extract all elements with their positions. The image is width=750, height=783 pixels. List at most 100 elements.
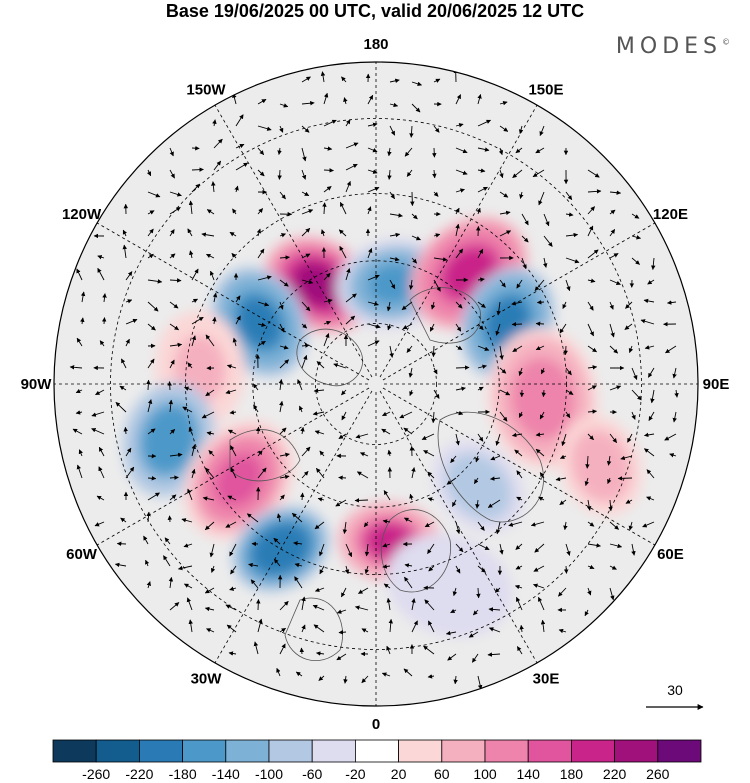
wind-vector — [488, 627, 501, 633]
wind-vector — [358, 587, 369, 594]
wind-vector — [627, 433, 633, 443]
wind-vector — [279, 359, 289, 369]
wind-vector — [94, 521, 105, 527]
wind-vector — [279, 301, 284, 310]
wind-vector — [565, 257, 580, 264]
wind-vector — [609, 229, 616, 237]
wind-vector — [367, 206, 372, 215]
anomaly-contour — [368, 263, 420, 304]
wind-vector — [230, 565, 237, 575]
wind-vector — [455, 188, 465, 193]
wind-vector — [147, 399, 153, 413]
wind-vector — [336, 609, 347, 614]
wind-vector — [586, 499, 592, 511]
wind-vector — [186, 597, 193, 611]
wind-vector — [248, 562, 259, 568]
wind-vector — [257, 467, 267, 479]
wind-vector — [122, 229, 127, 237]
wind-vector — [607, 477, 612, 484]
wind-vector — [191, 268, 199, 281]
wind-vector — [335, 499, 347, 507]
wind-vector — [367, 274, 380, 281]
wind-vector — [209, 270, 215, 281]
wind-vectors — [69, 68, 679, 690]
wind-vector — [211, 181, 216, 193]
wind-vector — [257, 98, 267, 105]
wind-vector — [427, 674, 435, 679]
colorbar-label: -60 — [302, 766, 322, 782]
positive-anomaly-center — [559, 415, 643, 517]
wind-vector — [206, 628, 215, 633]
wind-vector — [403, 427, 413, 435]
arctic-coast — [409, 287, 482, 344]
wind-vector — [147, 301, 159, 312]
wind-vector — [316, 467, 325, 479]
colorbar-label: -140 — [212, 766, 240, 782]
wind-vector — [409, 125, 414, 138]
wind-vector — [411, 81, 423, 86]
wind-vector — [147, 228, 154, 237]
wind-vector — [169, 342, 183, 348]
map-boundary — [53, 61, 699, 707]
wind-vector — [342, 521, 348, 534]
longitude-label: 150W — [186, 82, 226, 99]
wind-vector — [367, 323, 381, 329]
meridian-line — [379, 104, 538, 378]
wind-vector — [97, 267, 105, 281]
wind-vector — [403, 517, 413, 523]
wind-vector — [409, 389, 414, 397]
wind-vector — [609, 323, 615, 338]
colorbar-swatch — [614, 739, 659, 763]
wind-vector — [367, 340, 380, 347]
wind-vector — [99, 340, 105, 347]
siberia-coast — [437, 411, 544, 523]
wind-vector — [169, 452, 183, 458]
wind-vector — [235, 315, 241, 325]
wind-vector — [257, 322, 267, 327]
meridian-line — [214, 390, 373, 664]
wind-vector — [96, 495, 105, 501]
anomaly-contour — [148, 414, 189, 465]
wind-vector — [191, 335, 197, 347]
wind-vector — [313, 388, 325, 393]
anomaly-contour — [421, 563, 477, 608]
wind-vector — [169, 301, 179, 309]
wind-vector — [229, 586, 237, 591]
wind-vector — [535, 321, 545, 326]
wind-vector — [499, 230, 512, 237]
wind-vector — [411, 467, 416, 479]
wind-vector — [495, 323, 501, 336]
colorbar-label: 100 — [473, 766, 497, 782]
wind-vector — [535, 448, 545, 457]
wind-vector — [499, 279, 506, 288]
wind-vector — [276, 667, 281, 677]
wind-vector — [518, 411, 524, 418]
wind-vector — [381, 672, 391, 677]
wind-vector — [587, 345, 597, 353]
wind-vector — [201, 232, 215, 237]
wind-vector — [188, 200, 194, 215]
wind-vector — [227, 495, 237, 501]
wind-vector — [301, 76, 311, 83]
wind-vector — [643, 432, 655, 438]
wind-vector — [367, 147, 378, 153]
wind-vector — [631, 257, 640, 265]
wind-vector — [301, 253, 311, 259]
wind-vector — [301, 191, 310, 197]
wind-vector — [563, 345, 568, 356]
wind-vector — [609, 543, 623, 549]
wind-vector — [631, 389, 642, 401]
wind-vector — [519, 191, 524, 199]
wind-vector — [609, 279, 621, 285]
wind-vector — [559, 454, 567, 459]
wind-vector — [345, 315, 356, 325]
wind-vector — [631, 235, 641, 240]
wind-vector — [235, 295, 241, 303]
wind-vector — [494, 587, 501, 593]
wind-vector — [433, 257, 448, 262]
wind-vector — [164, 537, 171, 545]
colorbar-label: 220 — [603, 766, 627, 782]
wind-vector — [294, 576, 303, 589]
wind-vector — [477, 168, 486, 173]
wind-vector — [299, 647, 305, 655]
